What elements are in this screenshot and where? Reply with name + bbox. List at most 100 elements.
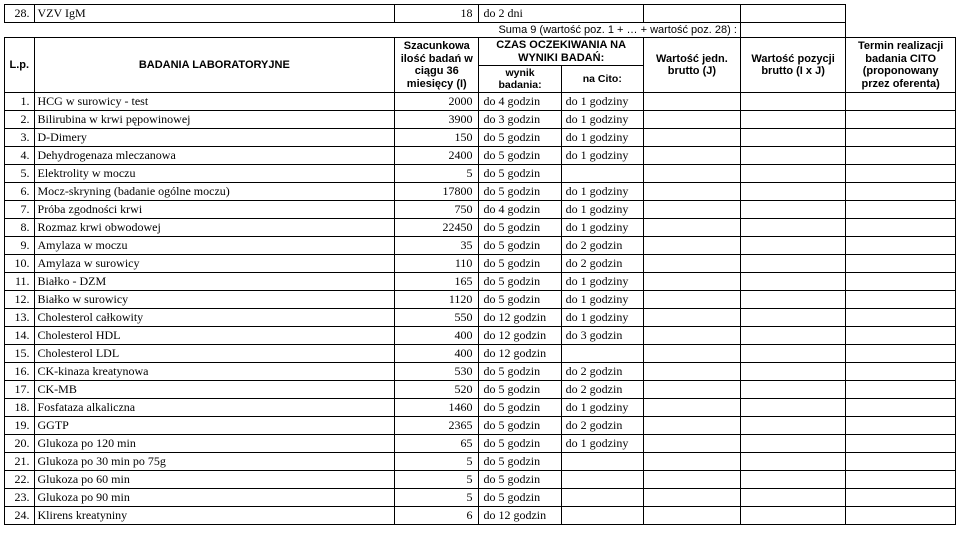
row-num: 13. (5, 309, 35, 327)
row-cito: do 1 godziny (561, 399, 643, 417)
row-val1 (643, 471, 740, 489)
row-cito: do 2 godzin (561, 255, 643, 273)
row-qty: 400 (395, 345, 479, 363)
row-cito: do 1 godziny (561, 273, 643, 291)
row-wait: do 5 godzin (479, 273, 561, 291)
row-wait: do 5 godzin (479, 129, 561, 147)
row-num: 1. (5, 93, 35, 111)
row-name: GGTP (34, 417, 395, 435)
hdr-lp: L.p. (5, 38, 35, 93)
table-row: 7.Próba zgodności krwi750do 4 godzindo 1… (5, 201, 956, 219)
row-cito: do 1 godziny (561, 291, 643, 309)
row-num: 16. (5, 363, 35, 381)
table-row: 18.Fosfataza alkaliczna1460do 5 godzindo… (5, 399, 956, 417)
row-cito: do 1 godziny (561, 435, 643, 453)
row-wait: do 12 godzin (479, 309, 561, 327)
row-cito (561, 165, 643, 183)
row-val1 (643, 363, 740, 381)
row-num: 8. (5, 219, 35, 237)
row-qty: 110 (395, 255, 479, 273)
top-blank (846, 5, 956, 23)
row-wait: do 5 godzin (479, 165, 561, 183)
row-term (846, 93, 956, 111)
row-name: Glukoza po 120 min (34, 435, 395, 453)
row-val1 (643, 417, 740, 435)
table-row: 8.Rozmaz krwi obwodowej22450do 5 godzind… (5, 219, 956, 237)
row-name: Amylaza w surowicy (34, 255, 395, 273)
lab-table: 28. VZV IgM 18 do 2 dni Suma 9 (wartość … (4, 4, 956, 525)
top-qty: 18 (395, 5, 479, 23)
table-row: 21.Glukoza po 30 min po 75g5do 5 godzin (5, 453, 956, 471)
table-row: 22.Glukoza po 60 min5do 5 godzin (5, 471, 956, 489)
row-qty: 6 (395, 507, 479, 525)
row-name: Rozmaz krwi obwodowej (34, 219, 395, 237)
table-row: 17.CK-MB520do 5 godzindo 2 godzin (5, 381, 956, 399)
row-num: 17. (5, 381, 35, 399)
top-row: 28. VZV IgM 18 do 2 dni (5, 5, 956, 23)
row-name: Dehydrogenaza mleczanowa (34, 147, 395, 165)
table-row: 1.HCG w surowicy - test2000do 4 godzindo… (5, 93, 956, 111)
table-row: 23.Glukoza po 90 min5do 5 godzin (5, 489, 956, 507)
row-wait: do 5 godzin (479, 489, 561, 507)
row-val2 (740, 219, 845, 237)
row-val2 (740, 255, 845, 273)
row-wait: do 5 godzin (479, 255, 561, 273)
row-wait: do 5 godzin (479, 183, 561, 201)
row-num: 10. (5, 255, 35, 273)
row-val2 (740, 273, 845, 291)
row-term (846, 111, 956, 129)
row-qty: 550 (395, 309, 479, 327)
row-num: 14. (5, 327, 35, 345)
row-qty: 150 (395, 129, 479, 147)
row-val2 (740, 309, 845, 327)
row-name: Białko - DZM (34, 273, 395, 291)
row-term (846, 399, 956, 417)
row-name: HCG w surowicy - test (34, 93, 395, 111)
row-wait: do 5 godzin (479, 399, 561, 417)
row-name: Amylaza w moczu (34, 237, 395, 255)
table-row: 15.Cholesterol LDL400do 12 godzin (5, 345, 956, 363)
row-name: Cholesterol HDL (34, 327, 395, 345)
row-cito: do 1 godziny (561, 183, 643, 201)
row-wait: do 5 godzin (479, 435, 561, 453)
row-num: 9. (5, 237, 35, 255)
row-val1 (643, 93, 740, 111)
row-wait: do 5 godzin (479, 147, 561, 165)
row-term (846, 453, 956, 471)
row-term (846, 309, 956, 327)
row-val2 (740, 129, 845, 147)
row-val1 (643, 327, 740, 345)
row-wait: do 5 godzin (479, 453, 561, 471)
row-val2 (740, 93, 845, 111)
row-num: 12. (5, 291, 35, 309)
row-num: 7. (5, 201, 35, 219)
row-term (846, 237, 956, 255)
table-row: 16.CK-kinaza kreatynowa530do 5 godzindo … (5, 363, 956, 381)
row-val1 (643, 147, 740, 165)
row-term (846, 183, 956, 201)
row-num: 21. (5, 453, 35, 471)
row-val2 (740, 147, 845, 165)
row-qty: 17800 (395, 183, 479, 201)
row-cito: do 2 godzin (561, 237, 643, 255)
table-row: 5.Elektrolity w moczu5do 5 godzin (5, 165, 956, 183)
row-term (846, 273, 956, 291)
row-term (846, 327, 956, 345)
row-num: 24. (5, 507, 35, 525)
row-num: 3. (5, 129, 35, 147)
table-row: 19.GGTP2365do 5 godzindo 2 godzin (5, 417, 956, 435)
table-row: 9.Amylaza w moczu35do 5 godzindo 2 godzi… (5, 237, 956, 255)
row-term (846, 201, 956, 219)
table-row: 14.Cholesterol HDL400do 12 godzindo 3 go… (5, 327, 956, 345)
row-name: Glukoza po 90 min (34, 489, 395, 507)
row-name: CK-MB (34, 381, 395, 399)
row-cito: do 2 godzin (561, 381, 643, 399)
table-row: 6.Mocz-skryning (badanie ogólne moczu)17… (5, 183, 956, 201)
row-wait: do 3 godzin (479, 111, 561, 129)
table-row: 13.Cholesterol całkowity550do 12 godzind… (5, 309, 956, 327)
row-val2 (740, 201, 845, 219)
row-val2 (740, 291, 845, 309)
row-name: Białko w surowicy (34, 291, 395, 309)
row-name: Bilirubina w krwi pępowinowej (34, 111, 395, 129)
row-val2 (740, 471, 845, 489)
